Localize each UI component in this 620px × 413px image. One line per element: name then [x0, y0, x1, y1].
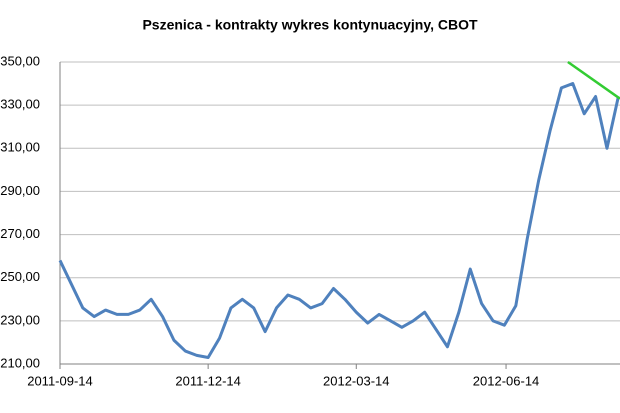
y-tick-label: 330,00: [0, 97, 40, 112]
y-tick-label: 210,00: [0, 355, 40, 370]
y-tick-label: 250,00: [0, 269, 40, 284]
trend-line: [567, 60, 620, 100]
y-tick-label: 310,00: [0, 140, 40, 155]
y-tick-label: 270,00: [0, 226, 40, 241]
x-tick-label: 2012-03-14: [323, 373, 390, 388]
chart-title: Pszenica - kontrakty wykres kontynuacyjn…: [142, 17, 478, 33]
x-tick-label: 2011-09-14: [27, 373, 93, 388]
y-tick-label: 350,00: [0, 53, 40, 68]
x-tick-label: 2012-06-14: [473, 373, 540, 388]
price-line: [58, 82, 620, 360]
x-tick-label: 2011-12-14: [175, 373, 241, 388]
y-tick-label: 290,00: [0, 183, 40, 198]
y-tick-label: 230,00: [0, 312, 40, 327]
